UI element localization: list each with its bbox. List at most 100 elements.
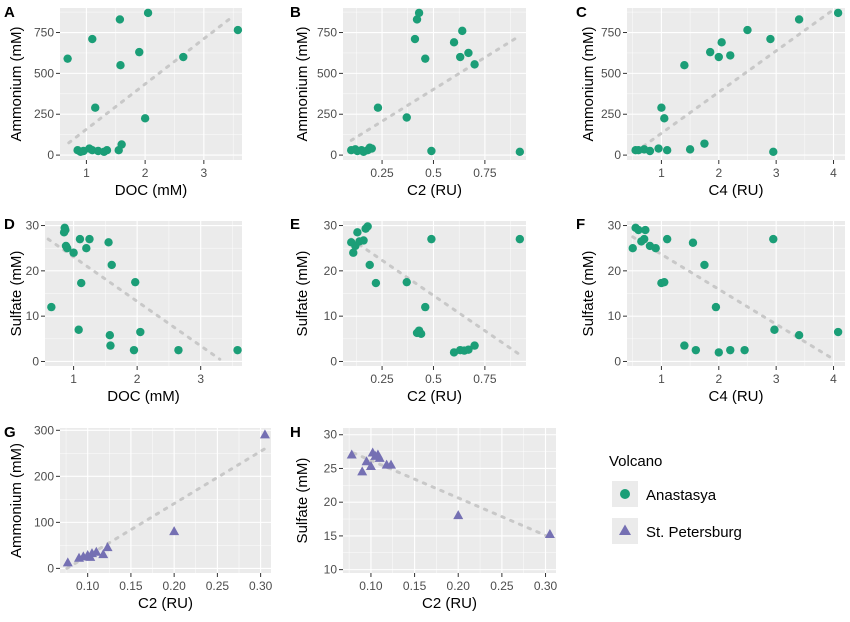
y-tick-label: 500 (34, 66, 54, 80)
data-point-anastasya (794, 15, 804, 24)
data-point-anastasya (770, 325, 779, 334)
data-point-anastasya (363, 222, 372, 231)
x-axis-title: C4 (RU) (709, 388, 764, 405)
y-axis-title: Sulfate (mM) (8, 251, 25, 337)
data-point-anastasya (116, 61, 125, 70)
data-point-anastasya (63, 243, 72, 253)
x-tick-label: 0.10 (76, 579, 100, 593)
y-tick-label: 0 (47, 148, 54, 162)
panel-letter-d: D (4, 216, 15, 233)
data-point-anastasya (174, 345, 183, 355)
data-point-anastasya (680, 341, 689, 350)
x-tick-label: 0.25 (206, 579, 230, 593)
data-point-anastasya (726, 345, 735, 355)
data-point-anastasya (106, 341, 115, 350)
data-point-st-petersburg (91, 546, 102, 556)
data-point-anastasya (645, 146, 655, 156)
data-point-anastasya (75, 234, 85, 244)
legend-title: Volcano (609, 453, 662, 470)
y-tick-label: 0 (47, 561, 54, 575)
data-point-anastasya (85, 234, 94, 244)
data-point-anastasya (135, 47, 144, 57)
y-tick-label: 250 (34, 107, 54, 121)
data-point-anastasya (640, 234, 649, 244)
x-axis-title: C2 (RU) (407, 388, 462, 405)
data-point-st-petersburg (357, 466, 368, 476)
x-axis-title: C4 (RU) (709, 182, 764, 199)
data-point-st-petersburg (361, 456, 372, 466)
data-point-anastasya (691, 345, 701, 355)
data-point-anastasya (416, 329, 426, 339)
data-point-anastasya (456, 52, 465, 62)
data-point-anastasya (662, 145, 672, 155)
data-point-st-petersburg (386, 459, 397, 469)
data-point-anastasya (769, 234, 778, 244)
panel-g: 0.10 0.15 0.20 0.25 0.30 0 100 200 300 C2 (RU) Amm… (4, 423, 273, 612)
x-axis-title: DOC (mM) (107, 388, 179, 405)
data-point-anastasya (47, 302, 56, 312)
data-point-anastasya (470, 341, 479, 350)
x-tick-label: 0.25 (490, 579, 514, 593)
y-tick-label: 0 (32, 354, 39, 368)
data-point-anastasya (77, 278, 86, 288)
data-point-anastasya (143, 8, 153, 18)
x-tick-label: 4 (830, 372, 837, 386)
data-point-anastasya (105, 330, 115, 340)
data-point-anastasya (833, 327, 843, 337)
data-point-st-petersburg (544, 529, 555, 539)
data-point-anastasya (131, 277, 140, 287)
data-point-anastasya (464, 345, 473, 354)
y-tick-label: 0 (614, 148, 621, 162)
x-axis-title: C2 (RU) (422, 595, 477, 612)
y-axis-title: Sulfate (mM) (580, 251, 597, 337)
y-tick-label: 20 (26, 264, 40, 278)
data-point-anastasya (82, 243, 91, 253)
panel-h-background (343, 428, 556, 573)
y-tick-label: 0 (330, 148, 337, 162)
panel-letter-h: H (290, 424, 301, 441)
x-tick-label: 3 (773, 372, 780, 386)
data-point-anastasya (657, 103, 666, 112)
legend-triangle-marker (619, 524, 631, 535)
y-axis-title: Ammonium (mM) (8, 443, 25, 558)
panel-letter-e: E (290, 216, 300, 233)
data-point-anastasya (794, 330, 804, 340)
y-axis-title: Sulfate (mM) (294, 458, 311, 544)
x-tick-label: 2 (715, 166, 722, 180)
data-point-anastasya (91, 103, 100, 112)
data-point-anastasya (129, 345, 139, 355)
data-point-st-petersburg (259, 429, 270, 439)
y-tick-label: 10 (324, 563, 338, 577)
data-point-anastasya (717, 38, 726, 47)
y-axis-title: Ammonium (mM) (294, 26, 311, 141)
x-tick-label: 0.5 (425, 166, 442, 180)
data-point-anastasya (688, 238, 698, 247)
data-point-anastasya (179, 52, 188, 62)
y-tick-label: 30 (26, 219, 40, 233)
data-point-st-petersburg (102, 542, 113, 552)
y-tick-label: 20 (324, 264, 338, 278)
data-point-anastasya (353, 228, 362, 237)
y-tick-label: 750 (601, 26, 621, 40)
x-tick-label: 3 (773, 166, 780, 180)
data-point-st-petersburg (453, 510, 464, 520)
data-point-anastasya (700, 260, 709, 270)
data-point-anastasya (117, 140, 126, 149)
data-point-anastasya (402, 277, 411, 287)
x-tick-label: 0.5 (425, 372, 442, 386)
x-tick-label: 0.20 (162, 579, 186, 593)
x-tick-label: 0.25 (370, 372, 394, 386)
panel-h: 0.10 0.15 0.20 0.25 0.30 10 15 20 25 30 C2 (RU) Sul… (290, 424, 558, 612)
panel-letter-a: A (4, 4, 15, 21)
panel-g-background (60, 428, 271, 573)
data-point-anastasya (662, 234, 672, 244)
y-tick-label: 10 (324, 309, 338, 323)
data-point-anastasya (115, 15, 125, 24)
y-axis-title: Ammonium (mM) (580, 26, 597, 141)
data-point-st-petersburg (346, 449, 357, 459)
x-tick-label: 1 (70, 372, 77, 386)
x-tick-label: 4 (830, 166, 837, 180)
data-point-anastasya (412, 15, 422, 24)
